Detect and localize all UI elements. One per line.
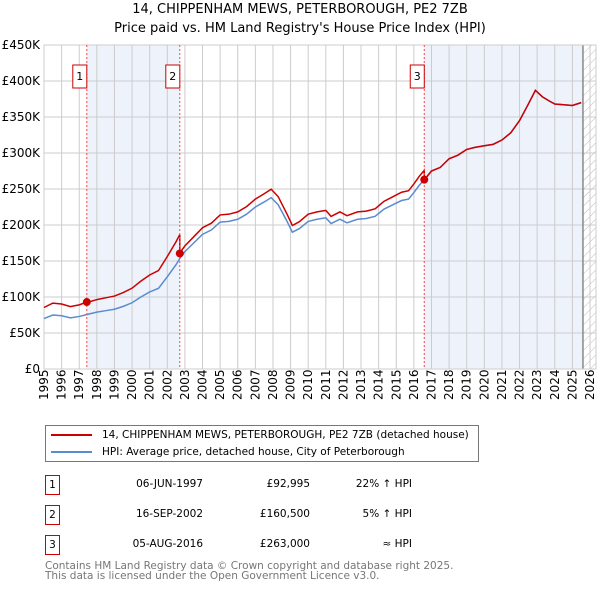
- chart-subtitle: Price paid vs. HM Land Registry's House …: [114, 21, 486, 36]
- x-tick-label: 1998: [90, 369, 104, 400]
- y-tick-label: £150K: [2, 254, 42, 268]
- sale-point: [82, 298, 91, 307]
- x-tick-label: 2026: [583, 369, 597, 400]
- legend-label-hpi: HPI: Average price, detached house, City…: [102, 446, 405, 458]
- legend-swatch-hpi: [51, 451, 92, 453]
- legend-item-property: 14, CHIPPENHAM MEWS, PETERBOROUGH, PE2 7…: [51, 427, 469, 443]
- x-tick-label: 2021: [495, 369, 509, 400]
- y-tick-label: £350K: [2, 110, 42, 124]
- legend: 14, CHIPPENHAM MEWS, PETERBOROUGH, PE2 7…: [45, 425, 479, 462]
- x-tick-label: 2007: [248, 369, 262, 400]
- x-tick-label: 2018: [442, 369, 456, 400]
- transaction-hpi-relation: 22% ↑ HPI: [355, 478, 412, 490]
- x-tick-label: 2015: [389, 369, 403, 400]
- x-tick-label: 2000: [125, 369, 139, 400]
- y-tick-label: £450K: [2, 38, 42, 52]
- transaction-row: 3 05-AUG-2016 £263,000 ≈ HPI: [45, 535, 445, 555]
- x-tick-label: 2004: [196, 369, 210, 400]
- transaction-date: 05-AUG-2016: [132, 538, 203, 550]
- y-tick-label: £50K: [9, 326, 41, 340]
- x-tick-label: 2009: [284, 369, 298, 400]
- shaded-period: [86, 45, 180, 369]
- transaction-price: £263,000: [259, 538, 310, 550]
- x-tick-label: 2025: [565, 369, 579, 400]
- x-tick-label: 1997: [72, 369, 86, 400]
- x-tick-label: 2011: [319, 369, 333, 400]
- plot-frame: [43, 44, 597, 370]
- x-tick-label: 2017: [424, 369, 438, 400]
- y-tick-label: £300K: [2, 146, 42, 160]
- transaction-date: 16-SEP-2002: [135, 508, 203, 520]
- transaction-row: 1 06-JUN-1997 £92,995 22% ↑ HPI: [45, 475, 445, 495]
- transaction-hpi-relation: 5% ↑ HPI: [362, 508, 412, 520]
- legend-item-hpi: HPI: Average price, detached house, City…: [51, 444, 405, 460]
- sale-label: 1: [76, 70, 83, 83]
- x-tick-label: 1999: [107, 369, 121, 400]
- transaction-price: £92,995: [266, 478, 310, 490]
- price-chart: £0 £50K £100K £150K £200K £250K £300K £350K £400…: [2, 38, 597, 400]
- sale-label-box: [72, 64, 88, 89]
- sale-label: 2: [169, 70, 176, 83]
- x-tick-label: 2005: [213, 369, 227, 400]
- x-tick-label: 2006: [231, 369, 245, 400]
- x-tick-label: 2008: [266, 369, 280, 400]
- transaction-number: 2: [45, 505, 60, 525]
- shaded-period: [424, 45, 583, 369]
- transaction-date: 06-JUN-1997: [136, 478, 203, 490]
- x-tick-label: 2022: [513, 369, 527, 400]
- transaction-hpi-relation: ≈ HPI: [382, 538, 412, 550]
- transaction-number: 3: [45, 535, 60, 555]
- sale-label-box: [165, 64, 181, 89]
- future-hatch: [582, 45, 596, 369]
- chart-title: 14, CHIPPENHAM MEWS, PETERBOROUGH, PE2 7…: [132, 2, 468, 17]
- x-tick-label: 2016: [407, 369, 421, 400]
- legend-swatch-property: [51, 434, 92, 436]
- x-tick-label: 1995: [37, 369, 51, 400]
- sale-point: [420, 175, 429, 184]
- x-tick-label: 2010: [301, 369, 315, 400]
- x-tick-label: 2002: [160, 369, 174, 400]
- y-tick-label: £250K: [2, 182, 42, 196]
- x-tick-label: 2020: [477, 369, 491, 400]
- x-tick-label: 1996: [55, 369, 69, 400]
- x-tick-label: 2001: [143, 369, 157, 400]
- y-tick-label: £100K: [2, 290, 42, 304]
- y-tick-label: £0: [25, 362, 40, 376]
- sale-label: 3: [414, 70, 421, 83]
- legend-label-property: 14, CHIPPENHAM MEWS, PETERBOROUGH, PE2 7…: [102, 429, 469, 441]
- transaction-number: 1: [45, 475, 60, 495]
- x-tick-label: 2013: [354, 369, 368, 400]
- footer-licence: This data is licensed under the Open Gov…: [45, 570, 380, 582]
- transaction-price: £160,500: [259, 508, 310, 520]
- transaction-row: 2 16-SEP-2002 £160,500 5% ↑ HPI: [45, 505, 445, 525]
- property-price-line: [43, 89, 582, 309]
- sale-label-box: [409, 64, 425, 89]
- footer-copyright: Contains HM Land Registry data © Crown c…: [45, 560, 454, 572]
- x-tick-label: 2003: [178, 369, 192, 400]
- x-tick-label: 2014: [372, 369, 386, 400]
- x-tick-label: 2023: [530, 369, 544, 400]
- y-tick-label: £400K: [2, 74, 42, 88]
- x-tick-label: 2019: [460, 369, 474, 400]
- y-tick-label: £200K: [2, 218, 42, 232]
- x-tick-label: 2012: [336, 369, 350, 400]
- sale-point: [175, 249, 184, 258]
- x-tick-label: 2024: [548, 369, 562, 400]
